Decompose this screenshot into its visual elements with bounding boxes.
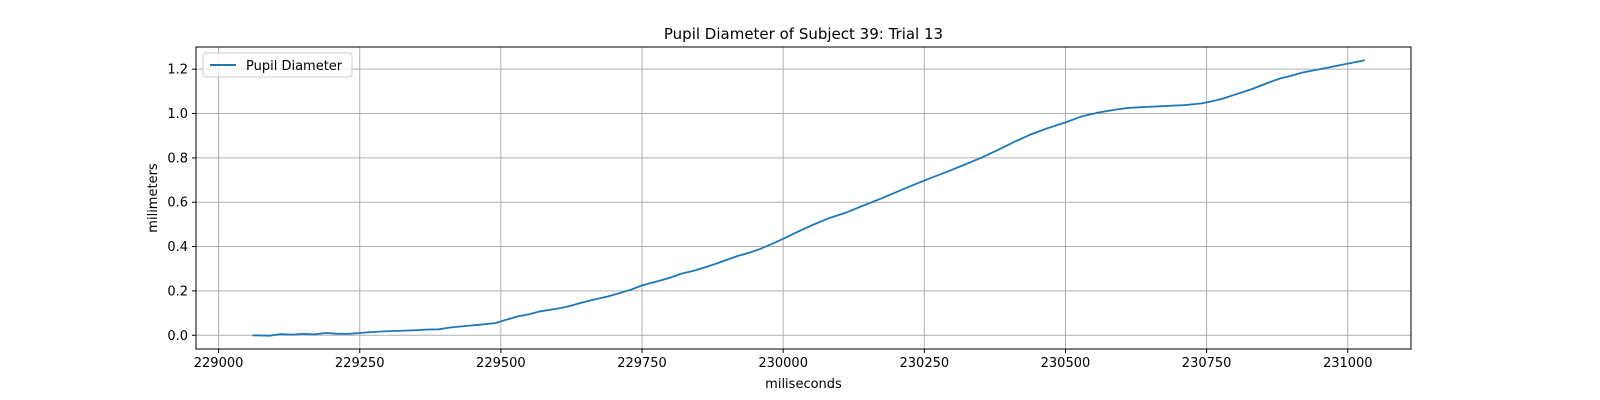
x-tick-label: 230750 [1182, 356, 1232, 371]
x-tick-label: 229500 [476, 356, 526, 371]
x-tick-label: 230500 [1041, 356, 1091, 371]
plot-area-frame [195, 46, 1412, 350]
grid [196, 47, 1411, 349]
y-tick-label: 0.6 [167, 196, 188, 211]
chart-title: Pupil Diameter of Subject 39: Trial 13 [664, 25, 943, 43]
legend: Pupil Diameter [202, 52, 353, 78]
legend-label: Pupil Diameter [246, 59, 343, 74]
series-line [252, 59, 1365, 337]
y-tick-label: 0.8 [167, 151, 188, 166]
x-tick-label: 231000 [1323, 356, 1373, 371]
y-tick-label: 1.0 [167, 107, 188, 122]
y-axis-label: milimeters [146, 163, 161, 233]
y-tick-label: 0.0 [167, 329, 188, 344]
series-layer [252, 59, 1365, 337]
x-axis-label: miliseconds [765, 377, 842, 392]
x-tick-label: 229750 [617, 356, 667, 371]
legend-box [202, 52, 353, 78]
x-tick-label: 230000 [758, 356, 808, 371]
x-tick-label: 229250 [335, 356, 385, 371]
y-tick-label: 1.2 [167, 63, 188, 78]
x-tick-label: 230250 [900, 356, 950, 371]
y-tick-label: 0.2 [167, 284, 188, 299]
y-tick-label: 0.4 [167, 240, 188, 255]
x-tick-label: 229000 [194, 356, 244, 371]
axis-ticks: 229000 229250 229500 229750 230000 230250 2305… [167, 63, 1372, 371]
